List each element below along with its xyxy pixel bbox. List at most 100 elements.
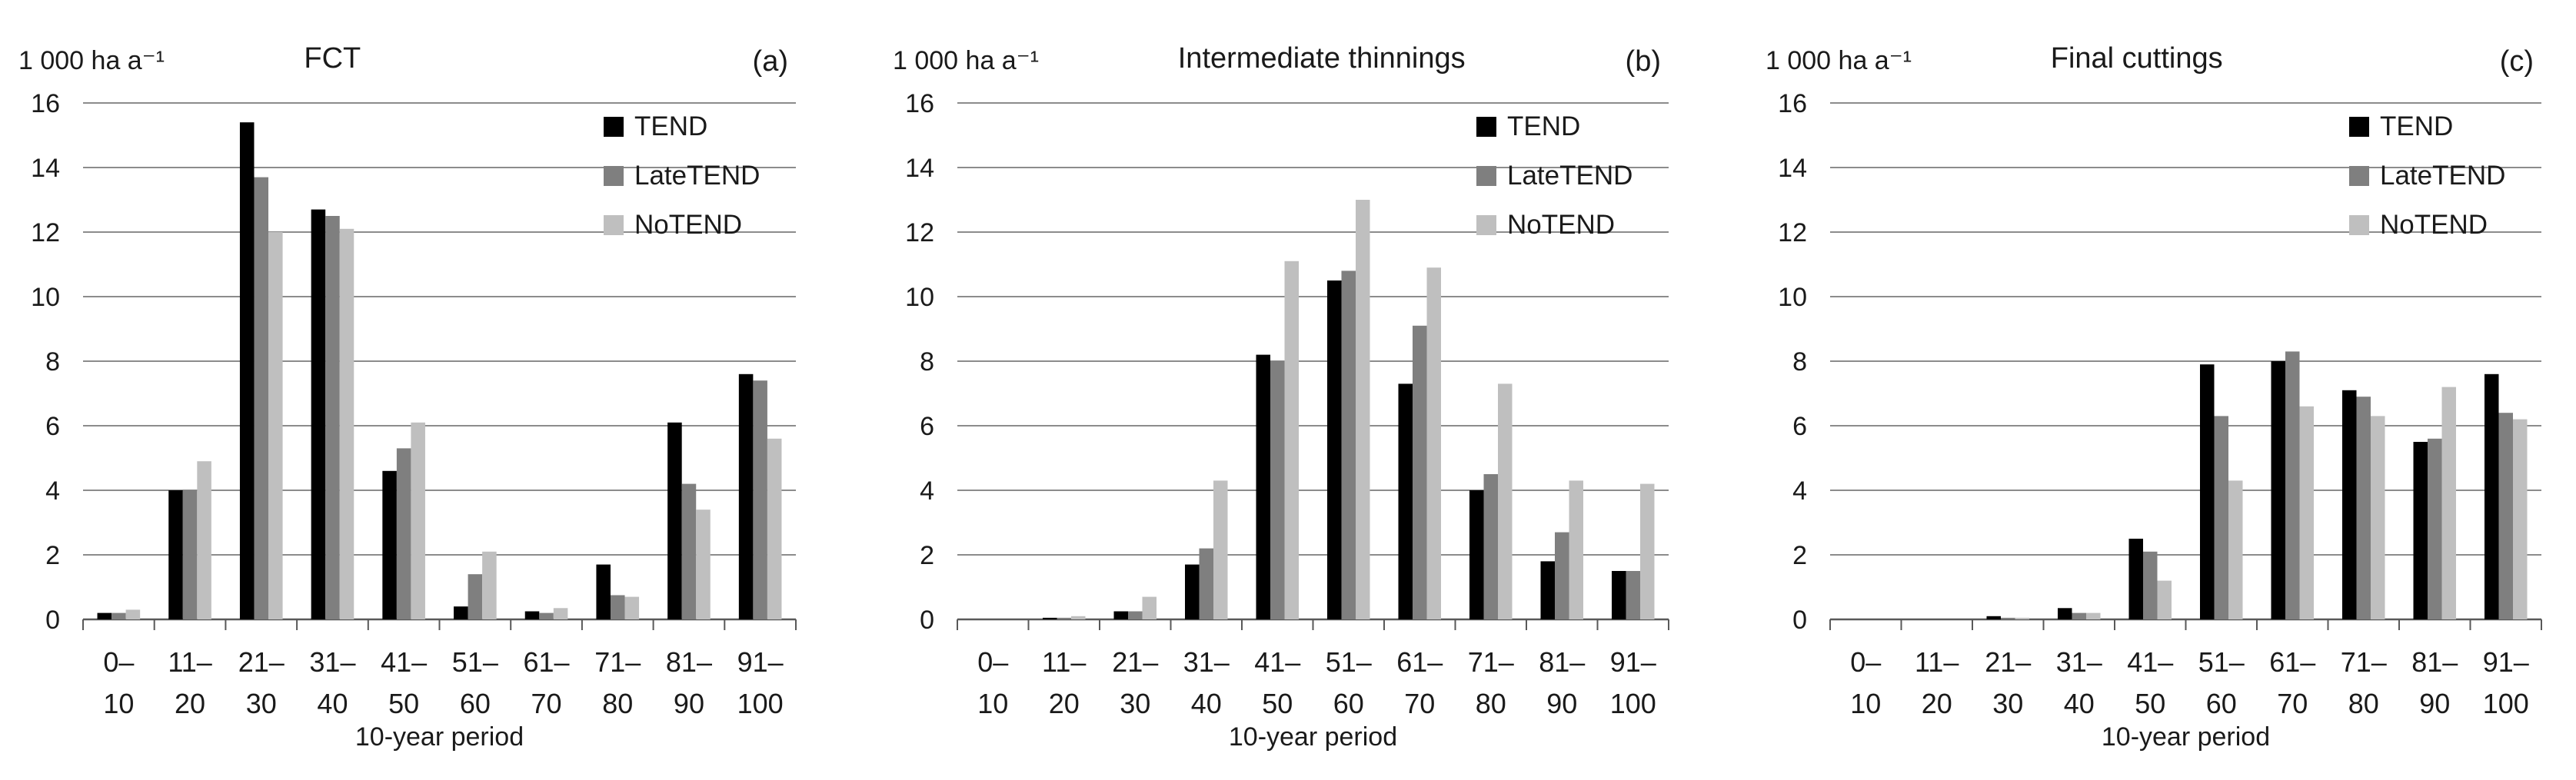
y-tick-label: 0 — [1792, 606, 1807, 635]
bar-notend-2 — [1071, 616, 1086, 619]
bar-latetend-3 — [254, 177, 269, 620]
panel-label: (b) — [1626, 45, 1661, 78]
legend-swatch-tend — [2349, 117, 2369, 137]
y-tick-label: 16 — [1778, 89, 1807, 118]
x-tick-label-line1: 41– — [1254, 646, 1300, 678]
y-tick-label: 2 — [45, 541, 60, 570]
bar-latetend-3 — [2001, 617, 2015, 619]
bar-notend-3 — [2015, 617, 2029, 619]
bar-notend-6 — [482, 551, 497, 619]
bar-notend-4 — [2086, 612, 2101, 619]
x-tick-label-line2: 10 — [103, 688, 134, 719]
bar-notend-7 — [553, 608, 568, 619]
y-axis-unit-label: 1 000 ha a⁻¹ — [1766, 46, 1912, 75]
bar-notend-5 — [1284, 261, 1299, 619]
x-tick-label-line2: 90 — [1546, 688, 1577, 719]
legend-swatch-notend — [2349, 215, 2369, 235]
x-tick-label-line1: 91– — [737, 646, 784, 678]
bar-latetend-6 — [468, 574, 483, 619]
legend-label-tend: TEND — [1507, 111, 1580, 141]
bar-latetend-10 — [2498, 413, 2513, 619]
bar-tend-7 — [2271, 361, 2285, 619]
bar-tend-4 — [1185, 564, 1200, 619]
panel-label: (a) — [753, 45, 788, 78]
legend-swatch-tend — [1476, 117, 1496, 137]
x-tick-label-line1: 31– — [2056, 646, 2102, 678]
legend-label-tend: TEND — [634, 111, 707, 141]
bar-notend-8 — [2371, 416, 2385, 619]
y-tick-label: 6 — [1792, 412, 1807, 441]
bar-tend-6 — [2200, 364, 2215, 619]
bar-latetend-10 — [1626, 571, 1640, 619]
y-tick-label: 14 — [1778, 154, 1807, 183]
x-tick-label-line1: 91– — [1610, 646, 1656, 678]
bar-tend-9 — [1540, 561, 1555, 619]
x-tick-label-line2: 30 — [1992, 688, 2023, 719]
bar-tend-4 — [2058, 608, 2072, 619]
y-axis-unit-label: 1 000 ha a⁻¹ — [893, 46, 1039, 75]
x-tick-label-line2: 70 — [2277, 688, 2308, 719]
bar-latetend-10 — [753, 380, 767, 619]
x-tick-label-line1: 51– — [452, 646, 498, 678]
bar-notend-10 — [767, 438, 782, 619]
x-tick-label-line1: 11– — [168, 646, 211, 678]
bar-tend-7 — [524, 611, 540, 619]
legend-label-notend: NoTEND — [634, 210, 742, 240]
y-tick-label: 12 — [31, 218, 60, 247]
x-tick-label-line1: 11– — [1042, 646, 1086, 678]
y-tick-label: 14 — [31, 154, 60, 183]
bar-latetend-8 — [2356, 397, 2371, 619]
bar-tend-10 — [1612, 571, 1626, 619]
chart-title: Intermediate thinnings — [1178, 42, 1466, 75]
x-tick-label-line1: 71– — [1468, 646, 1514, 678]
x-axis-title: 10-year period — [1229, 722, 1397, 752]
x-tick-label-line2: 50 — [1262, 688, 1293, 719]
bar-tend-8 — [2342, 390, 2357, 619]
x-tick-label-line2: 50 — [388, 688, 419, 719]
y-tick-label: 2 — [920, 541, 934, 570]
y-tick-label: 16 — [31, 89, 60, 118]
legend-label-tend: TEND — [2380, 111, 2453, 141]
chart-panel-3: 1 000 ha a⁻¹ Final cuttings (c) 0 2 4 6 8 10 12 14… — [1766, 42, 2542, 752]
x-tick-label-line1: 0– — [103, 646, 134, 678]
bar-tend-4 — [311, 209, 326, 620]
legend-swatch-notend — [604, 215, 624, 235]
bar-notend-7 — [1426, 267, 1441, 619]
legend-swatch-latetend — [2349, 166, 2369, 186]
x-tick-label-line2: 20 — [175, 688, 205, 719]
y-tick-label: 6 — [45, 412, 60, 441]
x-tick-label-line1: 21– — [1112, 646, 1158, 678]
x-tick-label-line1: 71– — [594, 646, 641, 678]
bar-notend-8 — [624, 596, 640, 619]
legend-swatch-notend — [1476, 215, 1496, 235]
x-tick-label-line2: 90 — [674, 688, 704, 719]
y-tick-label: 10 — [905, 283, 934, 312]
bar-tend-7 — [1398, 383, 1413, 619]
bar-notend-10 — [2513, 419, 2528, 619]
bar-notend-4 — [339, 228, 354, 619]
legend-swatch-tend — [604, 117, 624, 137]
bar-latetend-5 — [1270, 361, 1285, 619]
bar-notend-6 — [1356, 200, 1370, 619]
bar-latetend-9 — [1555, 532, 1569, 619]
x-tick-label-line1: 61– — [1396, 646, 1443, 678]
bar-latetend-8 — [1483, 474, 1498, 619]
x-tick-label-line1: 81– — [1539, 646, 1585, 678]
y-tick-label: 0 — [920, 606, 934, 635]
legend-label-latetend: LateTEND — [1507, 161, 1632, 191]
x-axis-title: 10-year period — [2102, 722, 2270, 752]
x-tick-label-line2: 30 — [1120, 688, 1150, 719]
bar-latetend-3 — [1128, 611, 1143, 619]
bar-notend-4 — [1213, 480, 1228, 619]
bar-notend-2 — [197, 461, 211, 619]
x-tick-label-line1: 41– — [2127, 646, 2173, 678]
bar-tend-2 — [168, 490, 183, 619]
x-tick-label-line1: 11– — [1915, 646, 1959, 678]
bar-notend-10 — [1640, 483, 1655, 619]
y-tick-label: 4 — [1792, 476, 1807, 506]
bar-notend-5 — [411, 422, 425, 619]
y-tick-label: 8 — [1792, 347, 1807, 377]
x-tick-label-line1: 21– — [1985, 646, 2031, 678]
x-tick-label-line2: 40 — [2064, 688, 2095, 719]
